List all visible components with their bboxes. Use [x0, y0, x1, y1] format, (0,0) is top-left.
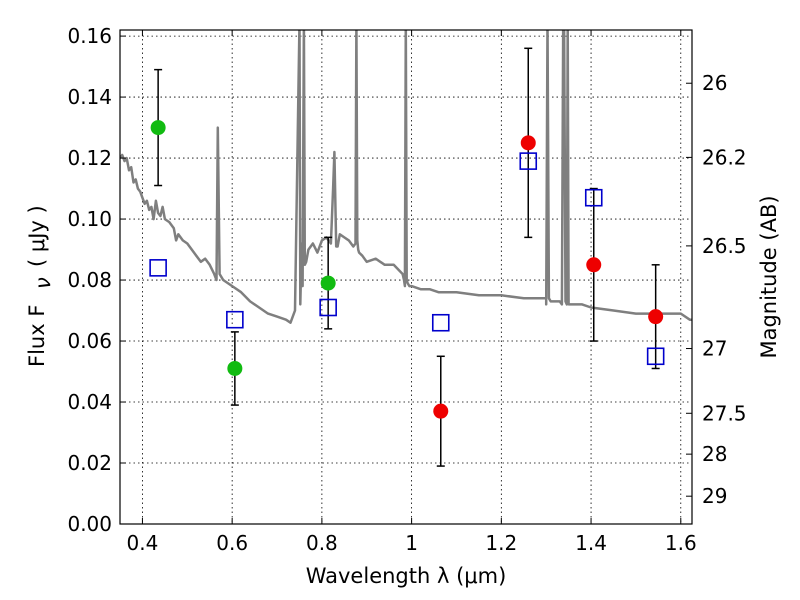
y-tick-label: 0.04	[67, 390, 112, 414]
y-tick-label: 0.12	[67, 146, 112, 170]
y-axis-label-left-subscript: ν	[31, 277, 55, 289]
right-tick-label: 26.5	[702, 234, 747, 258]
right-tick-label: 29	[702, 484, 727, 508]
y-tick-label: 0.02	[67, 451, 112, 475]
y-tick-label: 0.10	[67, 207, 112, 231]
y-axis-label-left: Flux F ν ( μJy )	[25, 205, 55, 367]
right-tick-label: 27	[702, 337, 727, 361]
observed-points-group	[150, 120, 664, 419]
y-tick-label: 0.16	[67, 24, 112, 48]
right-tick-label: 27.5	[702, 401, 747, 425]
y-axis-label-left-main: Flux F	[25, 305, 49, 367]
x-axis-ticks: 0.4 0.6 0.8 1 1.2 1.4 1.6	[127, 30, 697, 555]
right-axis-ticks: 26 26.2 26.5 27 27.5 28 29	[686, 71, 747, 508]
model-point-square	[226, 310, 244, 329]
right-tick-label: 28	[702, 442, 727, 466]
y-axis-label-right: Magnitude (AB)	[757, 195, 781, 358]
observed-point-red	[586, 257, 602, 273]
right-tick-label: 26.2	[702, 145, 747, 169]
x-tick-label: 1	[405, 531, 418, 555]
model-point-square	[646, 347, 665, 366]
x-tick-label: 1.6	[665, 531, 697, 555]
observed-point-red	[520, 135, 536, 151]
y-axis-label-left-units: ( μJy )	[25, 205, 49, 267]
y-tick-label: 0.00	[67, 512, 112, 536]
x-tick-label: 0.6	[216, 531, 248, 555]
model-point-square	[431, 313, 450, 332]
x-tick-label: 1.2	[485, 531, 517, 555]
observed-point-red	[648, 309, 664, 325]
observed-point-green	[150, 120, 166, 136]
right-tick-label: 26	[702, 71, 727, 95]
y-tick-label: 0.14	[67, 85, 112, 109]
model-point-square	[519, 152, 538, 170]
model-point-square	[149, 259, 167, 277]
observed-point-green	[227, 360, 243, 376]
y-tick-label: 0.06	[67, 329, 112, 353]
x-tick-label: 0.4	[127, 531, 159, 555]
observed-point-green	[320, 275, 336, 291]
x-tick-label: 1.4	[575, 531, 607, 555]
observed-point-red	[433, 403, 449, 419]
model-points-group	[149, 152, 665, 366]
y-tick-label: 0.08	[67, 268, 112, 292]
x-tick-label: 0.8	[306, 531, 338, 555]
x-axis-label: Wavelength λ (μm)	[306, 564, 507, 588]
plot-frame	[119, 29, 693, 525]
model-point-square	[319, 298, 337, 317]
model-point-square	[584, 188, 603, 207]
y-axis-ticks: 0.00 0.02 0.04 0.06 0.08 0.10 0.12 0.14 0.16	[67, 24, 126, 536]
